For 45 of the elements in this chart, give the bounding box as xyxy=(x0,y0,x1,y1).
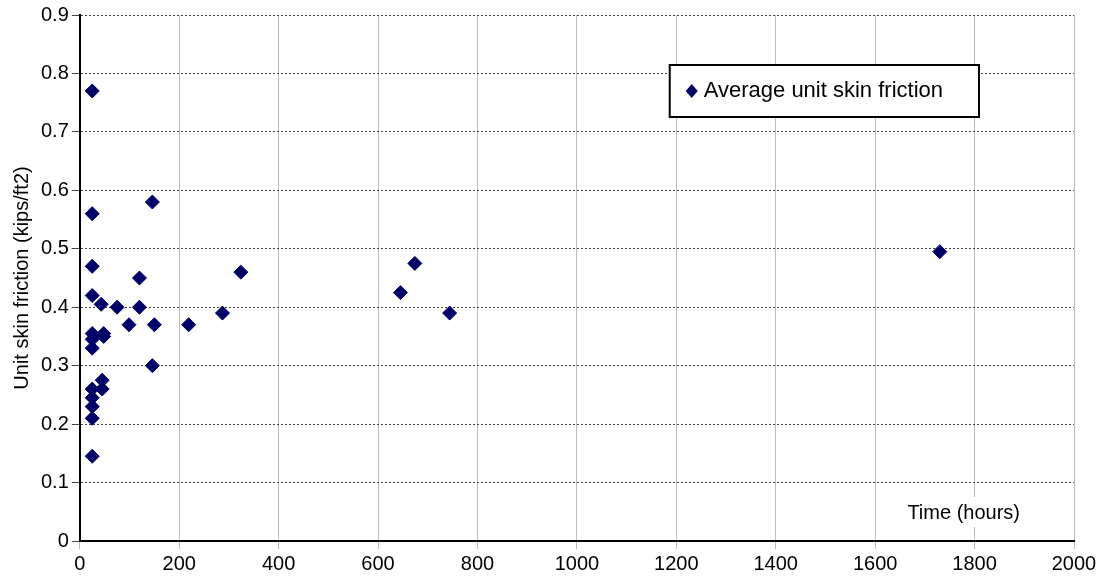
x-tick-label: 1800 xyxy=(952,551,997,574)
x-tick-label: 200 xyxy=(162,551,196,574)
x-tick-label: 0 xyxy=(74,551,86,574)
point xyxy=(214,305,230,321)
point xyxy=(131,299,147,315)
point xyxy=(84,258,100,274)
point xyxy=(932,244,948,260)
y-tick-label: 0.2 xyxy=(40,411,69,434)
point xyxy=(109,299,125,315)
y-tick-label: 0 xyxy=(57,528,69,551)
y-tick-label: 0.9 xyxy=(40,2,69,25)
y-tick-label: 0.3 xyxy=(40,353,69,376)
y-tick-label: 0.6 xyxy=(40,177,69,200)
point xyxy=(84,410,100,426)
x-tick-label: 1200 xyxy=(654,551,699,574)
y-tick-label: 0.8 xyxy=(40,60,69,83)
x-axis-title: Time (hours) xyxy=(907,500,1020,523)
point xyxy=(144,194,160,210)
point xyxy=(407,255,423,271)
y-axis-title: Unit skin friction (kips/ft2) xyxy=(9,166,32,390)
x-tick-label: 600 xyxy=(361,551,395,574)
y-tick-label: 0.1 xyxy=(40,470,69,493)
x-tick-label: 2000 xyxy=(1051,551,1097,574)
point xyxy=(84,448,100,464)
y-tick-label: 0.7 xyxy=(40,119,69,142)
point xyxy=(93,296,109,312)
x-tick-label: 1600 xyxy=(852,551,898,574)
point xyxy=(181,317,197,333)
point xyxy=(392,285,408,301)
y-tick-label: 0.5 xyxy=(40,236,69,259)
point xyxy=(131,270,147,286)
point xyxy=(121,317,137,333)
point xyxy=(84,83,100,99)
x-tick-label: 400 xyxy=(261,551,296,574)
x-tick-label: 800 xyxy=(460,551,495,574)
x-tick-label: 1400 xyxy=(753,551,798,574)
legend-label: Average unit skin friction xyxy=(703,77,944,103)
point xyxy=(146,317,162,333)
point xyxy=(84,288,100,304)
point xyxy=(442,305,458,321)
point xyxy=(144,358,160,374)
point xyxy=(233,264,249,280)
y-tick-label: 0.4 xyxy=(40,294,69,317)
x-tick-label: 1000 xyxy=(554,551,600,574)
point xyxy=(84,206,100,222)
